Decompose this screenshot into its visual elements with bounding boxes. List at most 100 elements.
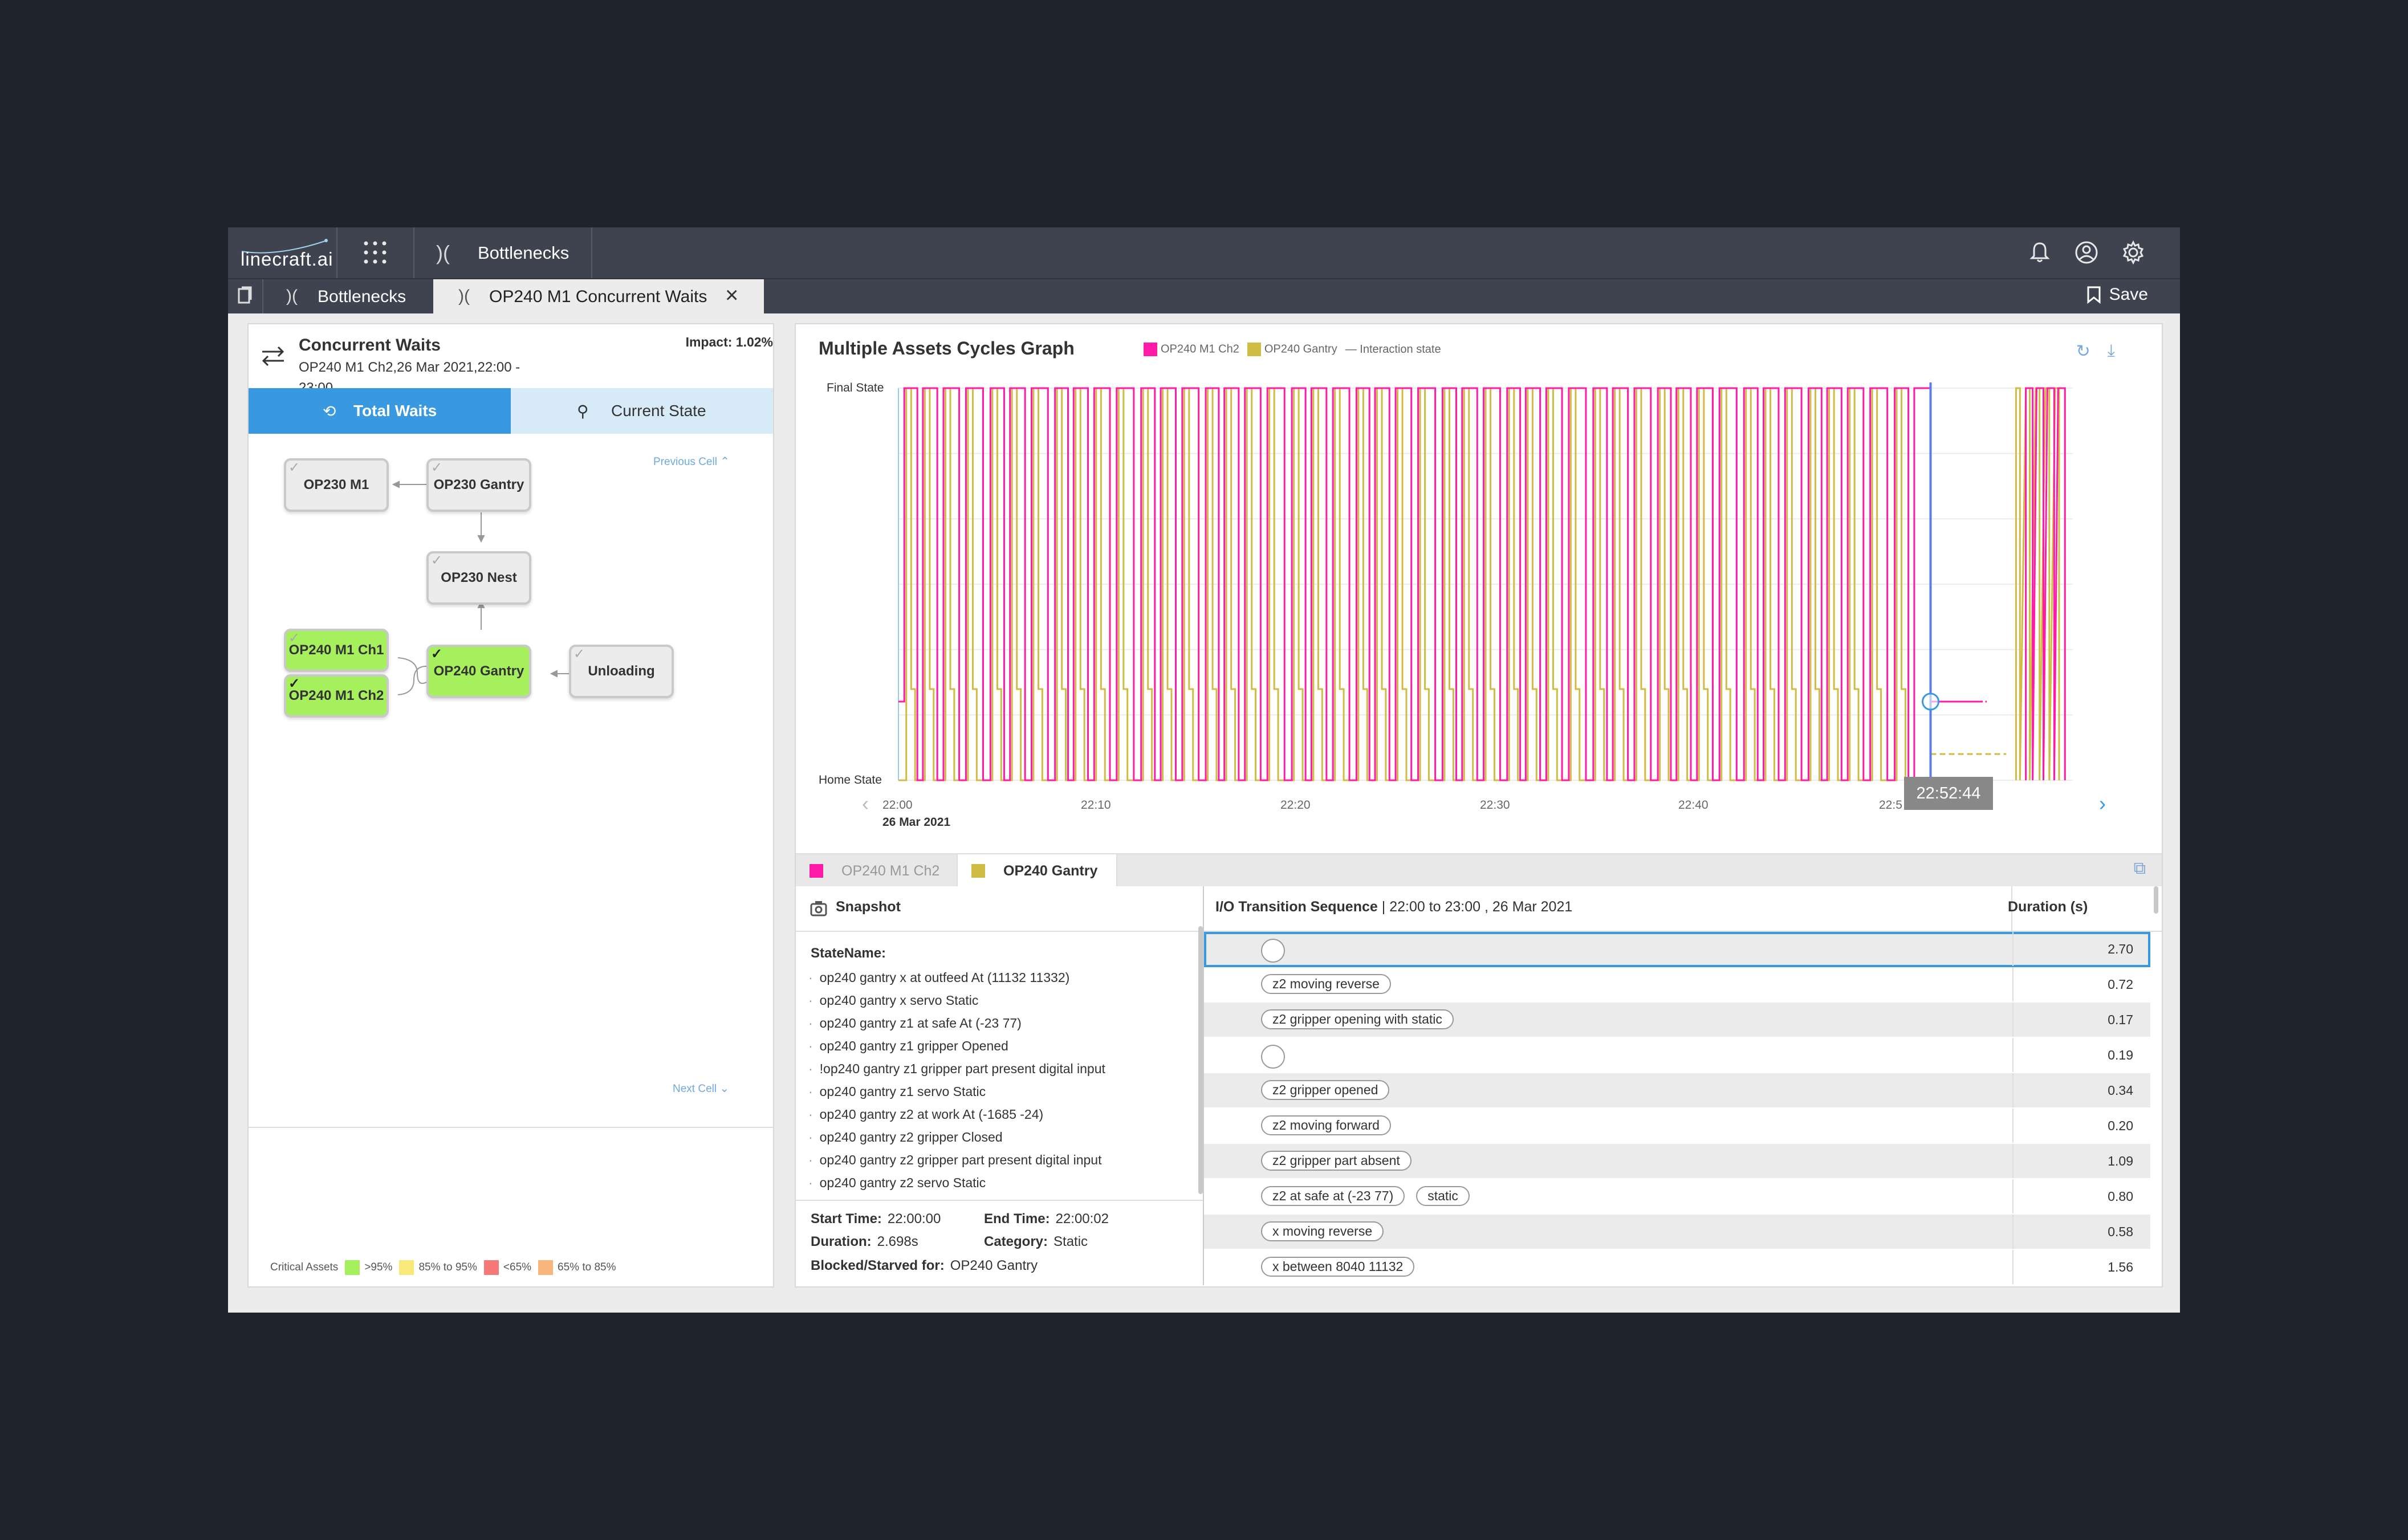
camera-icon [810, 901, 827, 916]
app-window: linecraft.ai )( Bottlenecks [228, 227, 2180, 1313]
state-item: op240 gantry z1 at safe At (-23 77) [808, 1012, 1105, 1034]
legend-item: — Interaction state [1345, 343, 1441, 356]
asset-tab-op240-m1-ch2[interactable]: OP240 M1 Ch2 [796, 854, 957, 887]
state-name-label: StateName: [811, 946, 886, 961]
state-item: op240 gantry z2 servo Static [808, 1171, 1105, 1194]
x-tick: 22:5 [1879, 798, 1902, 812]
y-label-home: Home State [819, 773, 882, 787]
critical-assets-legend: Critical Assets >95% 85% to 95% <65% 65%… [270, 1260, 616, 1275]
tab-bottlenecks[interactable]: )( Bottlenecks [263, 279, 406, 313]
tab-current-state[interactable]: ⚲ Current State [511, 388, 773, 434]
bell-icon[interactable] [2027, 240, 2052, 265]
graph-title: Multiple Assets Cycles Graph [819, 338, 1075, 358]
x-tick: 22:10 [1081, 798, 1111, 812]
io-transition-table: I/O Transition Sequence | 22:00 to 23:00… [1204, 886, 2162, 1285]
table-row[interactable]: z2 moving forward 0.20 [1204, 1109, 2150, 1144]
legend-item: <65% [483, 1260, 531, 1275]
io-scrollbar[interactable] [2154, 886, 2158, 914]
io-title: I/O Transition Sequence [1215, 899, 1378, 915]
asset-tab-op240-gantry[interactable]: OP240 Gantry [957, 854, 1117, 887]
transition-chip: z2 moving forward [1261, 1115, 1391, 1135]
table-row[interactable]: x between 8040 11132 1.56 [1204, 1250, 2150, 1285]
legend-item: 65% to 85% [538, 1260, 616, 1275]
state-item: op240 gantry z2 gripper Closed [808, 1126, 1105, 1148]
table-row[interactable]: z2 moving reverse 0.72 [1204, 967, 2150, 1003]
logo[interactable]: linecraft.ai [228, 227, 337, 278]
state-item: op240 gantry x servo Static [808, 989, 1105, 1012]
refresh-icon[interactable]: ↻ [2076, 342, 2090, 361]
legend-item: OP240 M1 Ch2 [1144, 343, 1239, 356]
duration-cell: 1.56 [2012, 1250, 2149, 1284]
close-icon[interactable]: × [725, 283, 739, 308]
series-line-op240-m1-ch2 [898, 387, 1983, 781]
legend-title: Critical Assets [270, 1261, 339, 1273]
save-button[interactable]: Save [2086, 285, 2148, 304]
transition-chip: static [1416, 1186, 1470, 1206]
divider [249, 1127, 773, 1128]
x-tick: 22:00 [882, 798, 913, 812]
gear-icon[interactable] [2121, 240, 2146, 265]
duration-cell: 0.72 [2012, 967, 2149, 1001]
node-op230-nest[interactable]: ✓ OP230 Nest [426, 551, 531, 605]
save-label: Save [2109, 285, 2148, 304]
node-unloading[interactable]: ✓ Unloading [569, 645, 674, 698]
top-bar: linecraft.ai )( Bottlenecks [228, 227, 2180, 278]
table-row[interactable]: x moving reverse 0.58 [1204, 1215, 2150, 1250]
table-row[interactable]: z2 at safe at (-23 77) static 0.80 [1204, 1179, 2150, 1215]
category: Static [1054, 1234, 1088, 1249]
previous-cell-link[interactable]: Previous Cell ⌃ [653, 455, 730, 468]
cycles-graph-panel: Multiple Assets Cycles Graph OP240 M1 Ch… [795, 323, 2163, 1288]
node-op240-m1-ch2[interactable]: ✓ OP240 M1 Ch2 [284, 674, 389, 718]
snapshot-title: Snapshot [836, 899, 901, 915]
state-item: op240 gantry z1 servo Static [808, 1080, 1105, 1103]
grid-icon [364, 241, 387, 264]
swap-icon[interactable] [259, 344, 287, 369]
table-row[interactable]: z2 gripper opened 0.34 [1204, 1073, 2150, 1109]
table-row[interactable]: 2.70 [1204, 932, 2150, 967]
state-item: op240 gantry z1 gripper Opened [808, 1034, 1105, 1057]
blocked-starved-for: OP240 Gantry [950, 1258, 1038, 1273]
snapshot-scrollbar[interactable] [1198, 926, 1203, 1194]
download-icon[interactable]: ⤓ [2107, 341, 2115, 360]
cursor-marker [1922, 692, 1940, 711]
x-tick: 22:30 [1480, 798, 1510, 812]
table-row[interactable]: 0.19 [1204, 1038, 2150, 1073]
asset-tabs: OP240 M1 Ch2 OP240 Gantry [796, 853, 2162, 887]
apps-grid-button[interactable] [336, 227, 414, 278]
legend-item: >95% [345, 1260, 392, 1275]
node-op240-gantry[interactable]: ✓ OP240 Gantry [426, 645, 531, 698]
history-icon: ⟲ [323, 402, 336, 420]
module-bottlenecks[interactable]: )( Bottlenecks [413, 227, 592, 278]
bookmarks-button[interactable] [228, 279, 263, 313]
panel-title: Concurrent Waits [299, 336, 441, 355]
chevron-right-icon[interactable]: › [2099, 792, 2106, 815]
tab-label: Bottlenecks [318, 287, 406, 306]
transition-chip: z2 gripper opening with static [1261, 1009, 1454, 1029]
node-op230-gantry[interactable]: ✓ OP230 Gantry [426, 458, 531, 512]
table-row[interactable]: z2 gripper opening with static 0.17 [1204, 1003, 2150, 1038]
node-op240-m1-ch1[interactable]: ✓ OP240 M1 Ch1 [284, 629, 389, 672]
tab-op240-concurrent-waits[interactable]: )( OP240 M1 Concurrent Waits × [433, 279, 764, 313]
transition-chip: z2 gripper part absent [1261, 1151, 1412, 1171]
x-date: 26 Mar 2021 [882, 816, 951, 829]
transition-chip: z2 at safe at (-23 77) [1261, 1186, 1405, 1206]
snapshot-details: Start Time: 22:00:00 End Time: 22:00:02 Du… [796, 1200, 1203, 1286]
state-item: op240 gantry z2 gripper part present dig… [808, 1148, 1105, 1171]
duration-cell: 0.80 [2012, 1179, 2149, 1213]
next-cell-link[interactable]: Next Cell ⌄ [673, 1082, 730, 1095]
table-row[interactable]: z2 gripper part absent 1.09 [1204, 1144, 2150, 1179]
tab-total-waits[interactable]: ⟲ Total Waits [249, 388, 511, 434]
cycles-chart[interactable] [796, 324, 2162, 837]
expand-icon[interactable]: ⧉ [2133, 859, 2146, 878]
user-icon[interactable] [2074, 240, 2099, 265]
chevron-left-icon[interactable]: ‹ [862, 792, 869, 815]
state-item: op240 gantry z2 at work At (-1685 -24) [808, 1103, 1105, 1126]
tab-label: Current State [611, 402, 706, 419]
tab-bar: )( Bottlenecks )( OP240 M1 Concurrent Wa… [228, 278, 2180, 313]
transition-chip: z2 gripper opened [1261, 1080, 1390, 1100]
chevron-down-icon: ⌄ [719, 1082, 730, 1095]
state-item: !op240 gantry z1 gripper part present di… [808, 1057, 1105, 1080]
state-item: op240 gantry x at outfeed At (11132 1133… [808, 966, 1105, 989]
node-op230-m1[interactable]: ✓ OP230 M1 [284, 458, 389, 512]
tab-label: OP240 M1 Concurrent Waits [489, 287, 707, 306]
